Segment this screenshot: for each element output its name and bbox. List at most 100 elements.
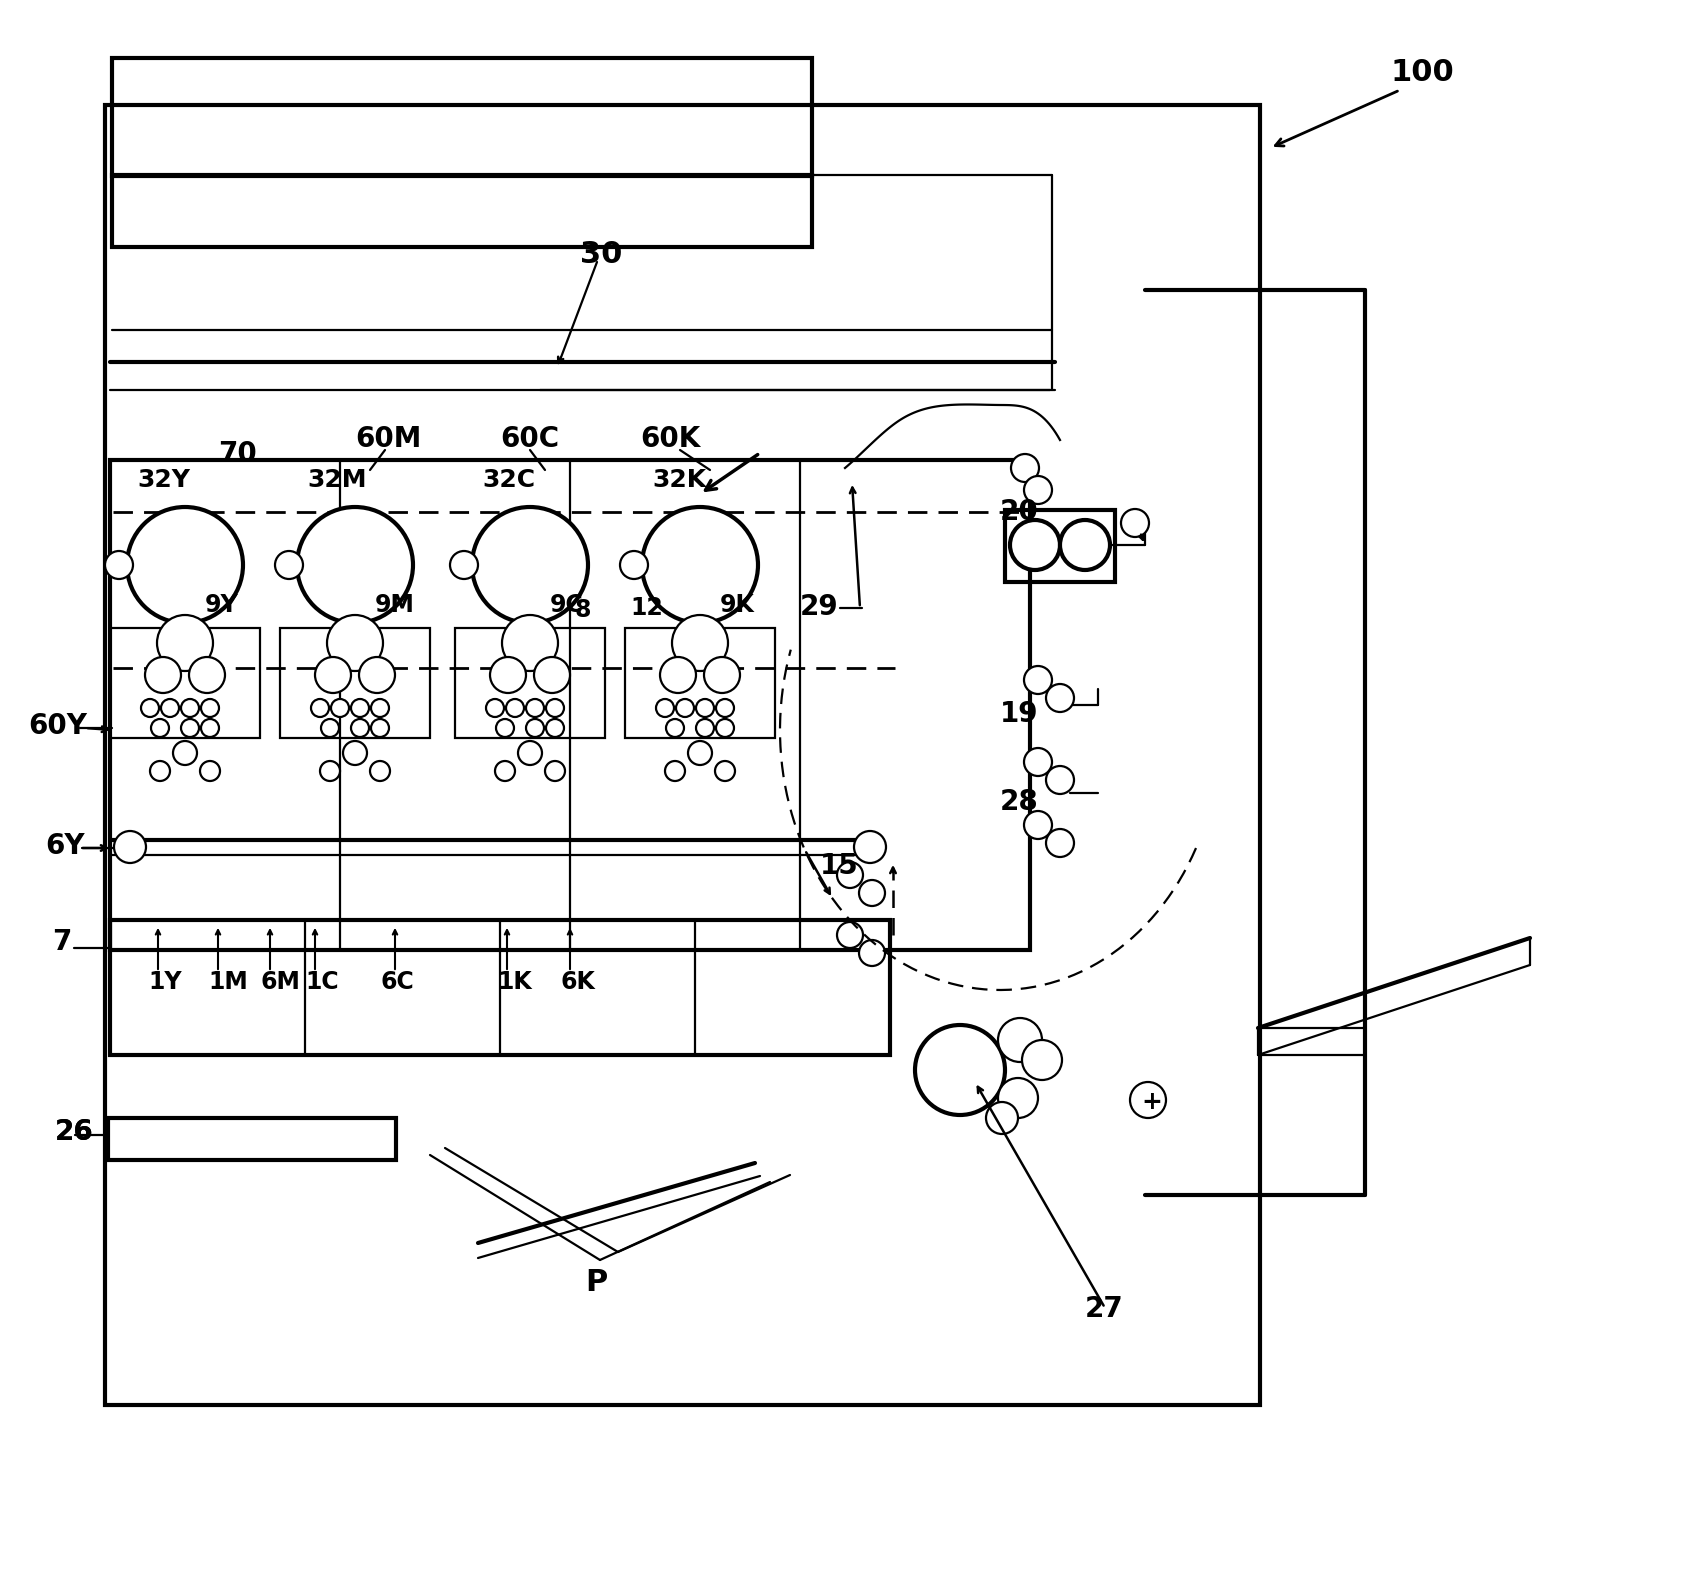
Circle shape: [350, 700, 369, 717]
Text: 27: 27: [1084, 1294, 1123, 1323]
Circle shape: [642, 507, 758, 623]
Bar: [109, 460, 1031, 949]
Circle shape: [359, 657, 396, 693]
Text: P: P: [584, 1268, 608, 1298]
Circle shape: [370, 700, 389, 717]
Circle shape: [525, 719, 544, 737]
Circle shape: [672, 615, 727, 672]
Text: 6Y: 6Y: [45, 832, 84, 860]
Circle shape: [1010, 519, 1059, 570]
Circle shape: [350, 719, 369, 737]
Text: 60C: 60C: [500, 425, 559, 453]
Text: 26: 26: [56, 1119, 94, 1145]
Text: 60Y: 60Y: [29, 712, 88, 741]
Text: 32M: 32M: [306, 468, 367, 493]
Circle shape: [200, 761, 221, 781]
Circle shape: [546, 761, 566, 781]
Bar: [455, 628, 605, 737]
Circle shape: [1024, 475, 1052, 504]
Circle shape: [157, 615, 212, 672]
Circle shape: [525, 700, 544, 717]
Circle shape: [370, 719, 389, 737]
Circle shape: [546, 700, 564, 717]
Bar: [109, 919, 891, 1054]
Text: 32Y: 32Y: [136, 468, 190, 493]
Bar: [625, 628, 775, 737]
Circle shape: [837, 923, 862, 948]
Circle shape: [126, 507, 242, 623]
Text: 8: 8: [574, 598, 591, 621]
Text: +: +: [1142, 1090, 1162, 1114]
Circle shape: [689, 741, 712, 766]
Circle shape: [200, 719, 219, 737]
Circle shape: [327, 615, 382, 672]
Text: 26: 26: [56, 1119, 94, 1145]
Text: 1C: 1C: [305, 970, 338, 995]
Circle shape: [296, 507, 413, 623]
Text: 7: 7: [52, 927, 71, 956]
Bar: [104, 105, 1260, 1404]
Circle shape: [675, 700, 694, 717]
Circle shape: [490, 657, 525, 693]
Circle shape: [1024, 811, 1052, 839]
Circle shape: [450, 551, 478, 579]
Circle shape: [695, 700, 714, 717]
Circle shape: [1046, 684, 1074, 712]
Circle shape: [620, 551, 648, 579]
Circle shape: [660, 657, 695, 693]
Text: 9Y: 9Y: [205, 593, 239, 617]
Circle shape: [104, 551, 133, 579]
Bar: [113, 176, 812, 246]
Circle shape: [472, 507, 588, 623]
Circle shape: [665, 761, 685, 781]
Text: 6K: 6K: [561, 970, 594, 995]
Circle shape: [546, 719, 564, 737]
Circle shape: [315, 657, 350, 693]
Text: 15: 15: [820, 852, 859, 880]
Circle shape: [200, 700, 219, 717]
Bar: [1005, 510, 1115, 582]
Text: 9M: 9M: [376, 593, 414, 617]
Circle shape: [487, 700, 504, 717]
Circle shape: [837, 861, 862, 888]
Text: 9K: 9K: [721, 593, 754, 617]
Text: 30: 30: [579, 240, 623, 268]
Text: 60M: 60M: [355, 425, 421, 453]
Circle shape: [145, 657, 180, 693]
Circle shape: [497, 719, 514, 737]
Circle shape: [322, 719, 338, 737]
Circle shape: [519, 741, 542, 766]
Circle shape: [150, 761, 170, 781]
Circle shape: [1130, 1083, 1165, 1119]
Circle shape: [162, 700, 179, 717]
Circle shape: [1059, 519, 1110, 570]
Circle shape: [716, 700, 734, 717]
Circle shape: [189, 657, 226, 693]
Circle shape: [534, 657, 569, 693]
Circle shape: [716, 761, 734, 781]
Text: 6C: 6C: [381, 970, 414, 995]
Circle shape: [1046, 828, 1074, 857]
Text: 19: 19: [1000, 700, 1039, 728]
Text: 6M: 6M: [259, 970, 300, 995]
Circle shape: [999, 1018, 1042, 1062]
Text: 70: 70: [217, 439, 256, 468]
Circle shape: [344, 741, 367, 766]
Text: 9C: 9C: [551, 593, 584, 617]
Circle shape: [657, 700, 674, 717]
Circle shape: [999, 1078, 1037, 1119]
Circle shape: [274, 551, 303, 579]
Circle shape: [141, 700, 158, 717]
Circle shape: [716, 719, 734, 737]
Text: 60K: 60K: [640, 425, 701, 453]
Bar: [108, 1119, 396, 1159]
Circle shape: [180, 719, 199, 737]
Text: 12: 12: [630, 596, 663, 620]
Text: 29: 29: [800, 593, 839, 621]
Bar: [109, 628, 259, 737]
Circle shape: [505, 700, 524, 717]
Circle shape: [987, 1101, 1019, 1134]
Circle shape: [914, 1025, 1005, 1116]
Circle shape: [312, 700, 328, 717]
Circle shape: [1046, 766, 1074, 794]
